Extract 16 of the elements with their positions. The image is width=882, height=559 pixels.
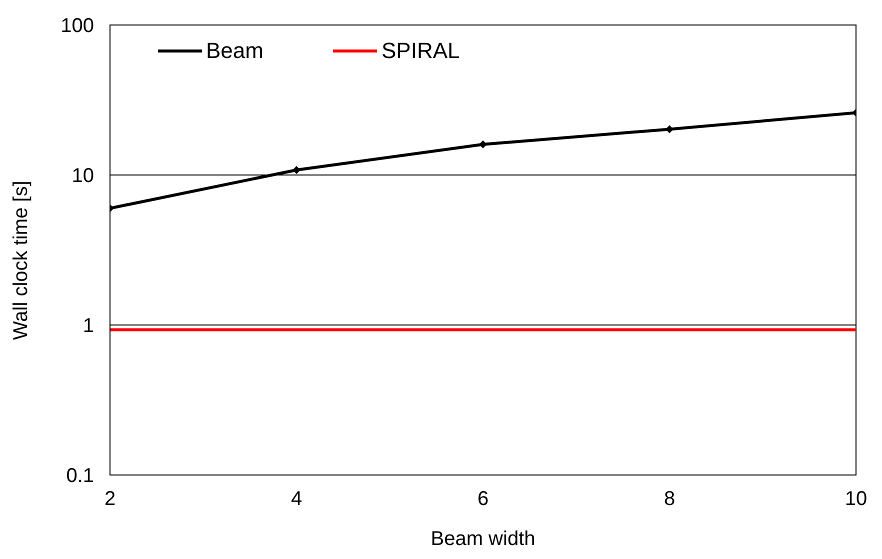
x-tick-label: 4 (290, 488, 302, 510)
point (292, 166, 300, 174)
x-tick-label: 8 (664, 488, 676, 510)
y-tick-label: 10 (72, 165, 94, 188)
point (666, 125, 674, 134)
y-tick-label: 100 (60, 15, 94, 38)
point (479, 140, 487, 148)
x-tick-label: 10 (844, 488, 868, 510)
legend-label: Beam (206, 38, 264, 64)
x-axis-title: Beam width (430, 528, 536, 550)
x-tick-label: 6 (477, 488, 489, 510)
y-tick-label: 1 (82, 315, 94, 338)
x-tick-label: 2 (104, 488, 116, 510)
y-axis-title: Wall clock time [s] (10, 180, 32, 340)
y-tick-label: 0.1 (66, 465, 94, 488)
legend-label: SPIRAL (381, 38, 460, 64)
